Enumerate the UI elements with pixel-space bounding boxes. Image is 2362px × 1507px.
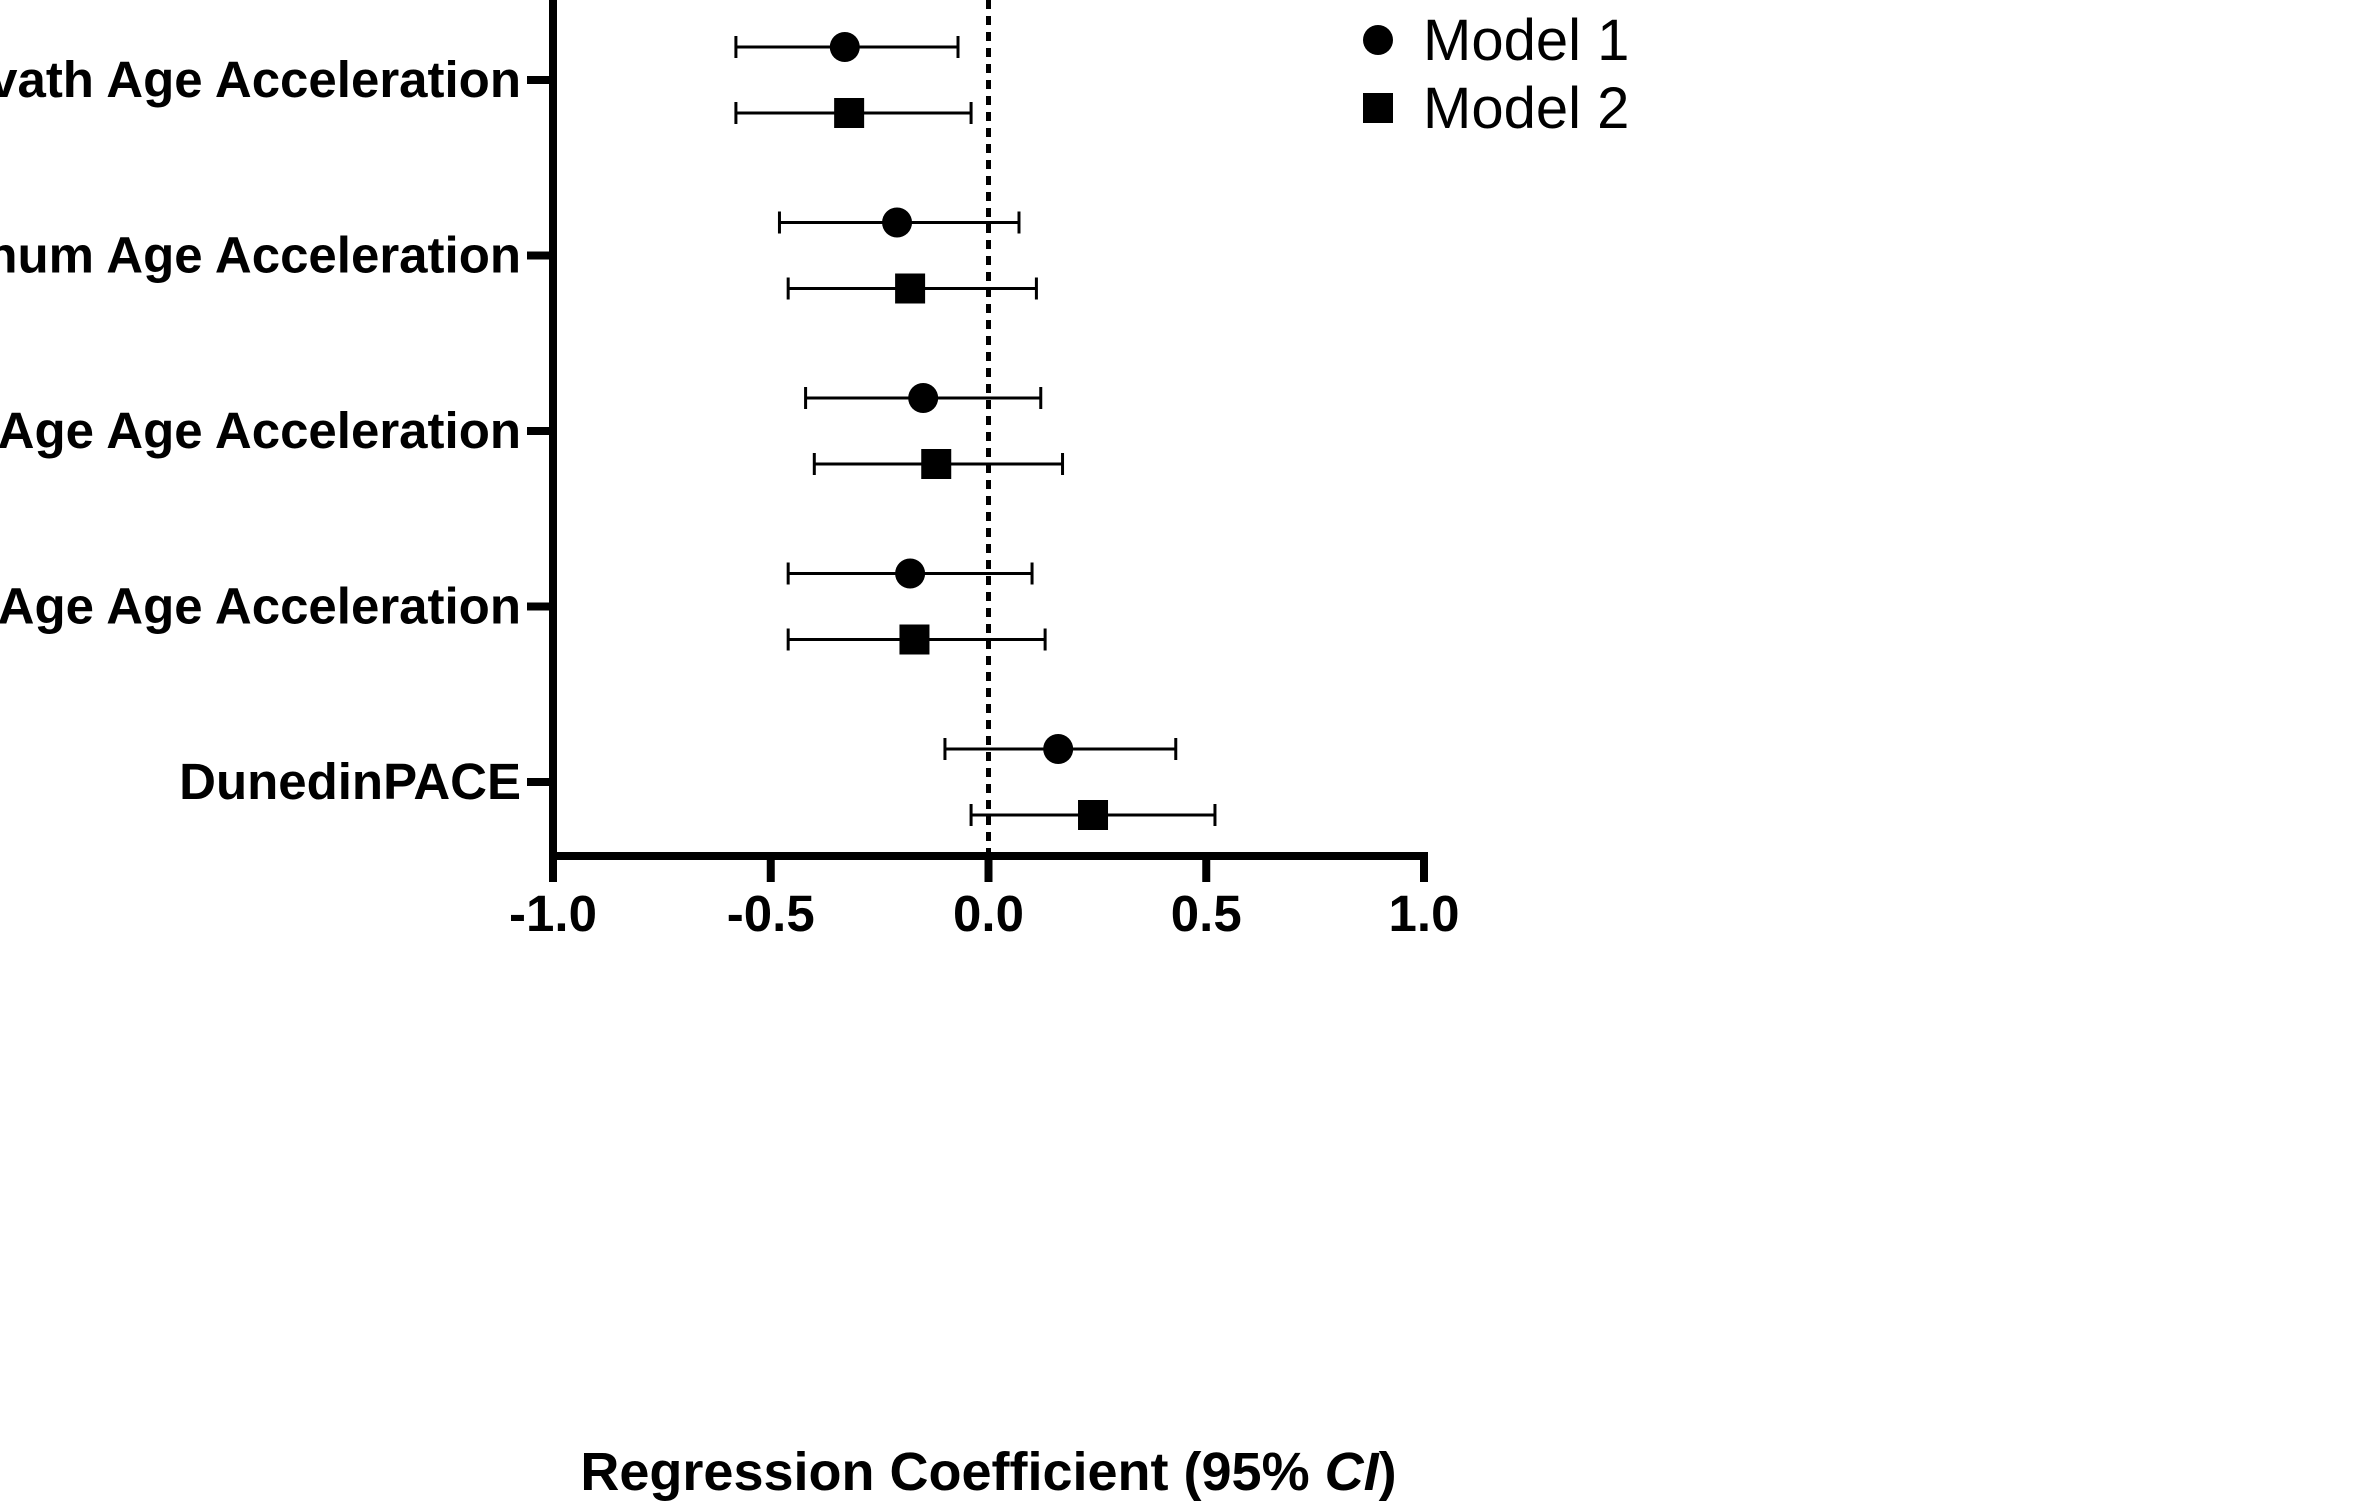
marker-model-2-dunedinpace: [1078, 800, 1109, 830]
marker-model-1-hannum-age-acceleration: [882, 207, 913, 238]
category-label-grimage-age-acceleration: GrimAge Age Acceleration: [0, 402, 521, 459]
category-labels: Horvath Age Acceleration Hannum Age Accel…: [0, 51, 521, 810]
x-tick-label-0-5: 0.5: [1171, 885, 1242, 942]
category-label-phenoage-age-acceleration: PhenoAge Age Acceleration: [0, 578, 521, 635]
marker-model-1-horvath-age-acceleration: [829, 32, 860, 62]
x-tick-label-0-5: -0.5: [727, 885, 815, 942]
marker-model-1-grimage-age-acceleration: [908, 383, 939, 413]
category-ticks: [527, 76, 553, 786]
marker-model-1-phenoage-age-acceleration: [895, 558, 926, 589]
x-tick-label-0-0: 0.0: [953, 885, 1024, 942]
x-tick-label-1-0: -1.0: [509, 885, 597, 942]
x-axis-title-italic: CI: [1325, 1442, 1380, 1502]
x-axis-ticks: -1.0 -0.5 0.0 0.5 1.0: [509, 856, 1459, 942]
category-label-dunedinpace: DunedinPACE: [179, 753, 521, 810]
legend-label-model-2: Model 2: [1423, 76, 1629, 141]
legend-marker-model-1: [1363, 25, 1393, 55]
marker-model-1-dunedinpace: [1043, 734, 1074, 764]
category-label-hannum-age-acceleration: Hannum Age Acceleration: [0, 227, 521, 284]
error-bars: [734, 36, 1217, 826]
marker-model-2-grimage-age-acceleration: [921, 449, 952, 479]
marker-model-2-hannum-age-acceleration: [895, 273, 926, 304]
x-axis-title-end: ): [1379, 1442, 1397, 1502]
point-markers: [829, 32, 1109, 830]
legend-label-model-1: Model 1: [1423, 8, 1629, 73]
legend-marker-model-2: [1363, 93, 1393, 123]
marker-model-2-phenoage-age-acceleration: [899, 624, 930, 655]
marker-model-2-horvath-age-acceleration: [834, 98, 865, 128]
category-label-horvath-age-acceleration: Horvath Age Acceleration: [0, 51, 521, 108]
x-axis-title: Regression Coefficient (95% CI): [580, 1442, 1396, 1502]
x-axis-title-main: Regression Coefficient (95%: [580, 1442, 1324, 1502]
x-tick-label-1-0: 1.0: [1389, 885, 1460, 942]
